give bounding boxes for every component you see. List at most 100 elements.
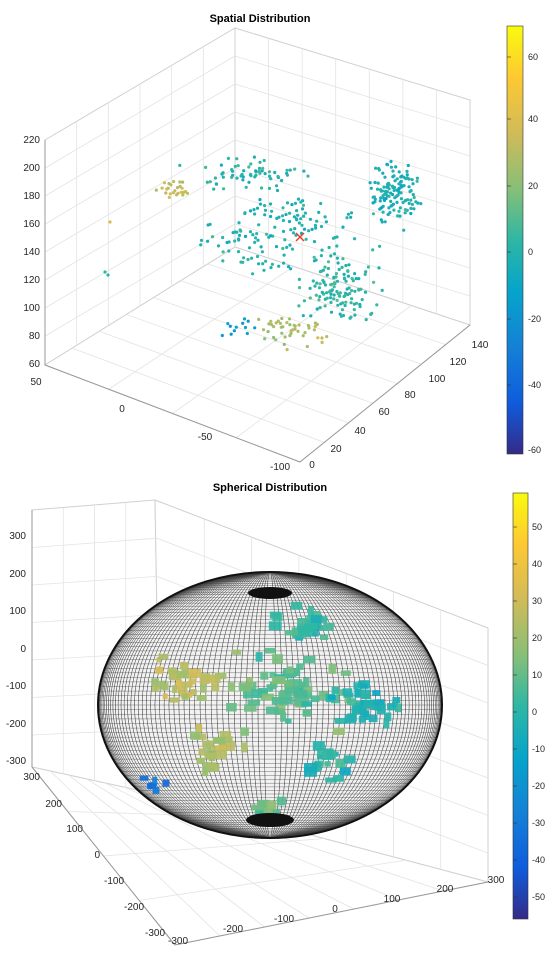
surface-patch	[176, 680, 182, 690]
scatter-point	[304, 237, 308, 241]
scatter-point	[375, 303, 379, 307]
surface-patch	[343, 755, 356, 764]
surface-patch	[202, 740, 214, 748]
scatter-point	[261, 328, 266, 332]
surface-patch	[176, 670, 187, 679]
surface-patch	[323, 622, 334, 631]
surface-patch	[280, 712, 287, 722]
pole-bottom	[246, 813, 294, 827]
scatter-point	[205, 180, 209, 184]
surface-patch	[266, 684, 273, 692]
left-axis-tick-labels: 300 200 100 0 -100 -200 -300	[23, 772, 165, 939]
scatter-point	[278, 321, 282, 325]
surface-patch	[285, 718, 292, 724]
scatter-point	[248, 173, 253, 177]
scatter-point	[234, 325, 238, 329]
scatter-point	[382, 198, 387, 202]
scatter-point	[154, 188, 158, 192]
scatter-point	[178, 163, 182, 167]
scatter-point	[385, 190, 389, 194]
scatter-point	[409, 211, 413, 216]
scatter-point	[247, 246, 252, 250]
scatter-point	[341, 301, 345, 305]
surface-patch	[318, 691, 328, 701]
chart-spatial-distribution: Spatial Distribution 220 200 180 160 140…	[23, 13, 541, 473]
z-tick-label: 80	[29, 331, 41, 342]
scatter-point	[329, 254, 333, 258]
scatter-point	[406, 163, 410, 168]
scatter-point	[282, 342, 286, 346]
scatter-point	[380, 288, 384, 292]
scatter-point	[391, 186, 395, 190]
surface-patch	[222, 740, 235, 751]
surface-patch	[335, 758, 346, 768]
pole-top	[248, 587, 292, 599]
z-tick-label: 60	[29, 359, 41, 370]
scatter-point	[372, 195, 376, 199]
scatter-point	[381, 171, 385, 175]
scatter-point	[309, 314, 313, 318]
surface-patch	[387, 703, 397, 711]
scatter-point	[254, 169, 258, 173]
scatter-point	[221, 250, 225, 254]
surface-patch	[152, 776, 158, 786]
left-axis-tick-labels: 50 0 -50 -100	[30, 377, 290, 473]
scatter-point	[228, 324, 232, 328]
scatter-point	[263, 337, 267, 341]
scatter-point	[334, 272, 338, 276]
scatter-point	[371, 248, 375, 252]
surface-patch	[303, 656, 316, 664]
scatter-point	[268, 202, 273, 206]
surface-patch	[181, 693, 189, 700]
scatter-point	[290, 247, 295, 251]
surface-patch	[284, 679, 294, 688]
chart-title: Spatial Distribution	[210, 13, 311, 25]
surface-patch	[170, 673, 182, 681]
scatter-point	[236, 237, 241, 241]
surface-patch	[264, 647, 276, 654]
scatter-point	[337, 267, 341, 272]
scatter-point	[364, 318, 368, 322]
scatter-point	[263, 213, 267, 217]
colorbar-tick-label: -50	[532, 892, 545, 902]
scatter-point	[220, 172, 224, 176]
grid-lines	[44, 38, 471, 443]
scatter-point	[269, 323, 274, 327]
left-axis-tick-label: 50	[30, 377, 42, 388]
highlight-marker	[295, 232, 305, 242]
scatter-point	[342, 272, 346, 276]
scatter-point	[349, 215, 353, 219]
scatter-point	[181, 180, 185, 184]
scatter-point	[212, 187, 216, 191]
z-tick-label: 220	[23, 135, 40, 146]
scatter-point	[302, 169, 306, 173]
scatter-point	[232, 329, 236, 333]
scatter-point	[253, 236, 258, 240]
surface-patch	[351, 705, 364, 715]
z-tick-label: 140	[23, 247, 40, 258]
scatter-point	[286, 265, 291, 269]
scatter-point	[385, 194, 389, 198]
surface-patch	[317, 754, 325, 760]
colorbar-tick-label: -40	[528, 380, 541, 390]
surface-patch	[146, 783, 157, 789]
scatter-point	[168, 192, 172, 196]
scatter-point	[280, 214, 285, 218]
scatter-point	[287, 219, 292, 224]
scatter-point	[400, 184, 404, 188]
surface-patch	[219, 736, 233, 743]
surface-patch	[196, 695, 207, 701]
surface-patch	[303, 686, 313, 692]
colorbar-tick-label: 50	[532, 522, 542, 532]
surface-patch	[196, 757, 206, 764]
scatter-point	[381, 204, 385, 208]
scatter-point	[409, 189, 413, 193]
scatter-point	[267, 235, 271, 239]
scatter-point	[269, 266, 273, 270]
scatter-point	[221, 235, 225, 240]
colorbar-tick-label: -30	[532, 818, 545, 828]
scatter-point	[216, 244, 221, 248]
surface-patch	[243, 688, 252, 699]
surface-patch	[167, 667, 177, 674]
